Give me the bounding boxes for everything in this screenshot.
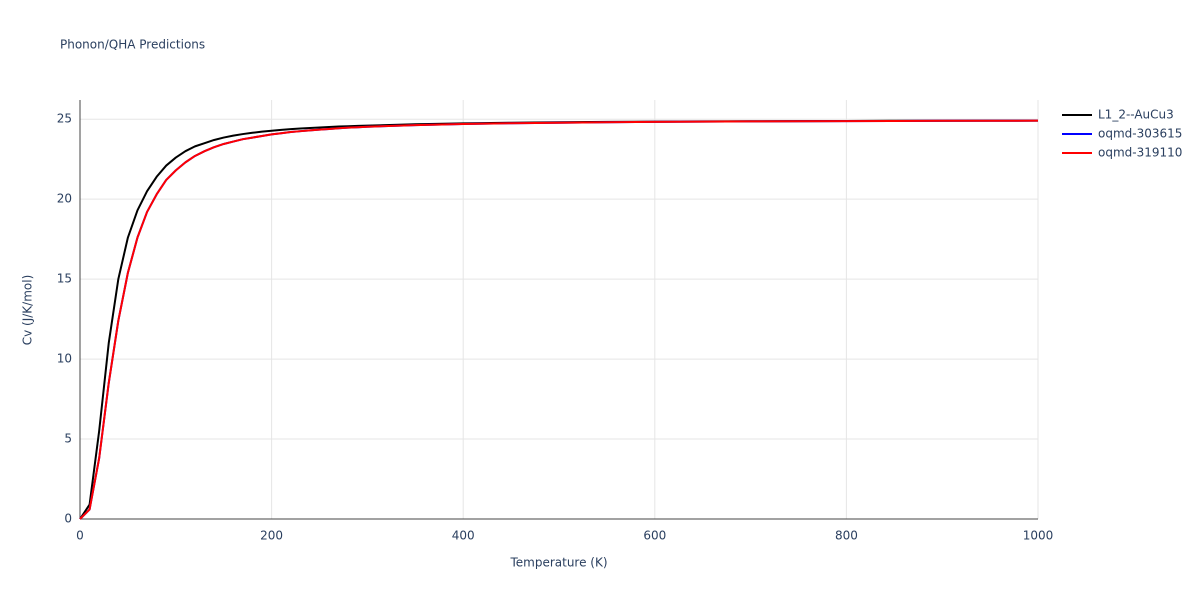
x-tick-label: 400 [452,529,475,543]
series-line [79,119,1039,520]
x-tick-label: 800 [835,529,858,543]
legend-label: oqmd-303615 [1098,127,1182,141]
x-tick-label: 1000 [1023,529,1054,543]
chart-title: Phonon/QHA Predictions [60,38,205,52]
series-line [79,119,1039,520]
y-axis-label: Cv (J/K/mol) [21,275,35,346]
y-tick-label: 15 [57,272,72,286]
legend-label: L1_2--AuCu3 [1098,108,1174,122]
y-tick-label: 10 [57,352,72,366]
y-tick-label: 5 [64,432,72,446]
series-line [79,119,1038,520]
y-tick-label: 25 [57,112,72,126]
y-tick-label: 0 [64,512,72,526]
x-tick-label: 200 [260,529,283,543]
y-tick-label: 20 [57,192,72,206]
legend-label: oqmd-319110 [1098,146,1182,160]
x-tick-label: 0 [76,529,84,543]
x-tick-label: 600 [643,529,666,543]
x-axis-label: Temperature (K) [509,556,607,570]
